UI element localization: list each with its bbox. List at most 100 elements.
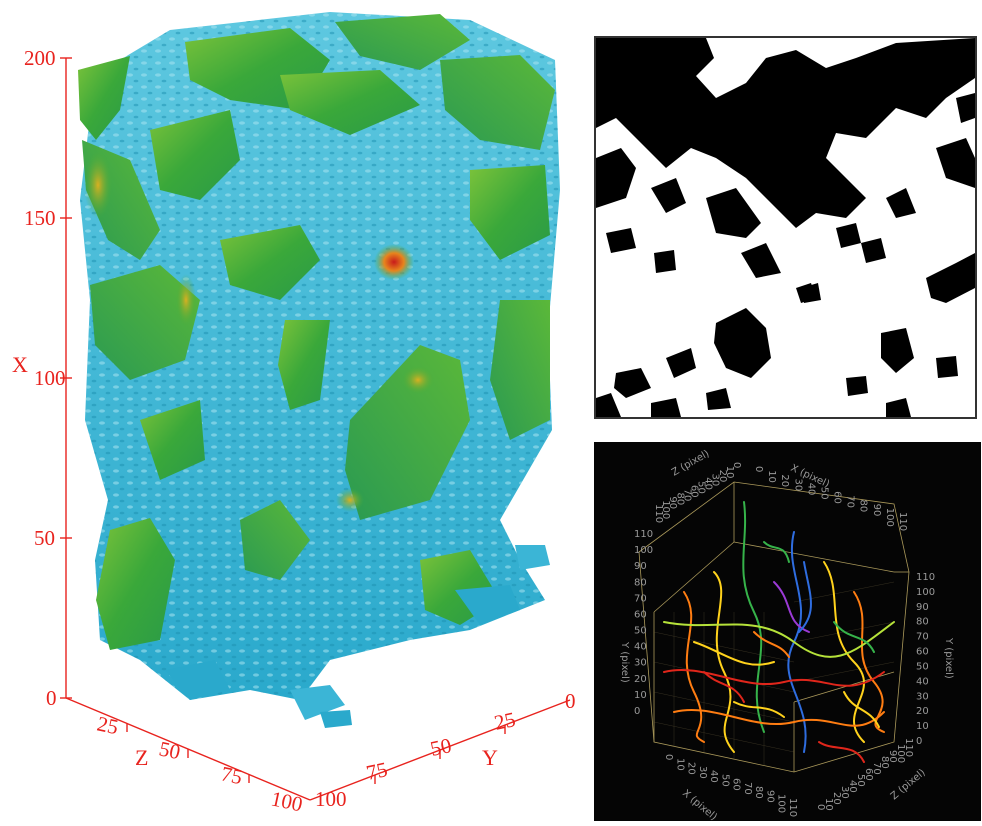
network-y-tick-label-right: 80 [916,617,929,628]
network-y-tick-label-right: 0 [916,736,922,747]
x-tick-label: 150 [24,206,56,230]
network-z-tick-label-top: 110 [653,504,664,523]
z-tick-label: 50 [157,736,183,764]
network-tick-labels: 1101009080706050403020100110100908070605… [634,462,935,817]
network-y-tick-label-left: 80 [634,577,647,588]
network-x-tick-label-bottom: 90 [765,790,776,803]
binary-slice-pattern [596,38,975,417]
network-y-tick-label-left: 50 [634,626,647,637]
network-x-tick-label-top: 40 [805,483,816,496]
network-z-tick-label-top: 100 [660,500,671,519]
network-z-tick-label-bottom: 20 [831,792,842,805]
network-y-tick-label-left: 40 [634,642,647,653]
network-z-tick-label-bottom: 100 [895,744,906,763]
network-y-tick-label-left: 90 [634,561,647,572]
x-axis-title: X [12,352,28,377]
network-z-tick-label-top: 90 [667,496,678,509]
network-x-tick-label-top: 90 [871,504,882,517]
x-tick-label: 50 [34,526,55,550]
pore-network-3d: X (pixel) Z (pixel) Y (pixel) Y (pixel) … [594,442,981,823]
network-x-tick-label-bottom: 110 [787,798,798,817]
network-y-tick-label-left: 110 [634,529,653,540]
y-axis-labels: 0 25 50 75 100 Y [315,689,576,811]
network-y-tick-label-right: 60 [916,647,929,658]
y-tick-label: 75 [364,757,390,785]
network-y-axis-title-right: Y (pixel) [943,637,954,679]
network-y-tick-label-right: 70 [916,632,929,643]
volume-axes [60,57,571,801]
rock-volume [78,12,560,728]
network-x-tick-label-top: 10 [766,470,777,483]
network-z-tick-label-bottom: 50 [855,774,866,787]
network-x-tick-label-top: 30 [792,479,803,492]
network-x-tick-label-top: 60 [832,491,843,504]
network-x-tick-label-bottom: 40 [708,770,719,783]
network-x-tick-label-top: 80 [858,500,869,513]
network-z-tick-label-top: 0 [731,462,742,468]
network-bounding-box [638,481,910,773]
network-x-tick-label-top: 50 [819,487,830,500]
network-y-tick-label-left: 100 [634,545,653,556]
network-z-axis-title-bottom: Z (pixel) [889,767,928,802]
y-tick-label: 50 [428,733,454,761]
y-tick-label: 0 [565,689,576,713]
z-tick-label: 75 [219,761,245,789]
network-x-tick-label-bottom: 50 [719,774,730,787]
x-axis-labels: 200 150 100 50 0 X [12,46,66,710]
network-z-tick-label-top: 70 [681,489,692,502]
network-z-tick-label-top: 50 [696,481,707,494]
y-axis-title: Y [482,745,498,770]
network-x-tick-label-bottom: 0 [663,754,674,760]
y-tick-label: 100 [315,787,347,811]
network-x-tick-label-top: 110 [897,512,908,531]
network-x-tick-label-bottom: 80 [753,786,764,799]
network-z-tick-label-bottom: 30 [839,786,850,799]
network-x-tick-label-top: 100 [884,508,895,527]
network-x-tick-label-bottom: 10 [674,758,685,771]
z-axis-title: Z [135,745,148,770]
x-tick-label: 0 [46,686,57,710]
network-y-tick-label-right: 90 [916,602,929,613]
network-z-tick-label-bottom: 10 [823,798,834,811]
network-y-tick-label-right: 50 [916,662,929,673]
network-x-tick-label-bottom: 60 [731,778,742,791]
network-z-tick-label-bottom: 90 [887,750,898,763]
network-z-tick-label-top: 10 [724,466,735,479]
network-x-tick-label-top: 20 [779,474,790,487]
network-z-tick-label-bottom: 60 [863,768,874,781]
volume-render-3d: 200 150 100 50 0 X 25 50 75 100 Z 0 25 5… [12,12,576,816]
network-x-tick-label-bottom: 30 [697,766,708,779]
network-x-tick-label-bottom: 100 [776,794,787,813]
network-z-tick-label-bottom: 110 [903,738,914,757]
network-y-tick-label-right: 10 [916,721,929,732]
y-tick-label: 25 [492,707,518,735]
z-tick-label: 100 [269,786,305,816]
network-y-tick-label-right: 40 [916,676,929,687]
pore-network-segments [663,501,895,763]
network-z-tick-label-top: 20 [717,470,728,483]
network-x-axis-title-bottom: X (pixel) [680,788,719,821]
network-z-tick-label-top: 80 [674,493,685,506]
network-y-tick-label-right: 30 [916,691,929,702]
network-x-tick-label-bottom: 20 [686,762,697,775]
binary-slice-image [594,36,977,419]
x-tick-label: 200 [24,46,56,70]
pore-network-plot: X (pixel) Z (pixel) Y (pixel) Y (pixel) … [619,448,954,823]
z-tick-label: 25 [95,711,121,739]
network-x-tick-label-top: 70 [845,495,856,508]
network-x-tick-label-top: 0 [753,466,764,472]
network-y-tick-label-left: 10 [634,690,647,701]
network-z-tick-label-top: 60 [689,485,700,498]
network-y-tick-label-left: 60 [634,610,647,621]
network-y-tick-label-right: 20 [916,706,929,717]
network-y-tick-label-left: 0 [634,706,640,717]
network-z-tick-label-bottom: 0 [815,804,826,810]
network-y-tick-label-right: 100 [916,587,935,598]
x-tick-label: 100 [34,366,66,390]
network-y-axis-title: Y (pixel) [619,641,630,683]
network-z-tick-label-top: 30 [710,474,721,487]
network-z-tick-label-bottom: 80 [879,756,890,769]
network-z-tick-label-bottom: 40 [847,780,858,793]
z-axis-labels: 25 50 75 100 Z [95,711,305,816]
network-z-tick-label-bottom: 70 [871,762,882,775]
